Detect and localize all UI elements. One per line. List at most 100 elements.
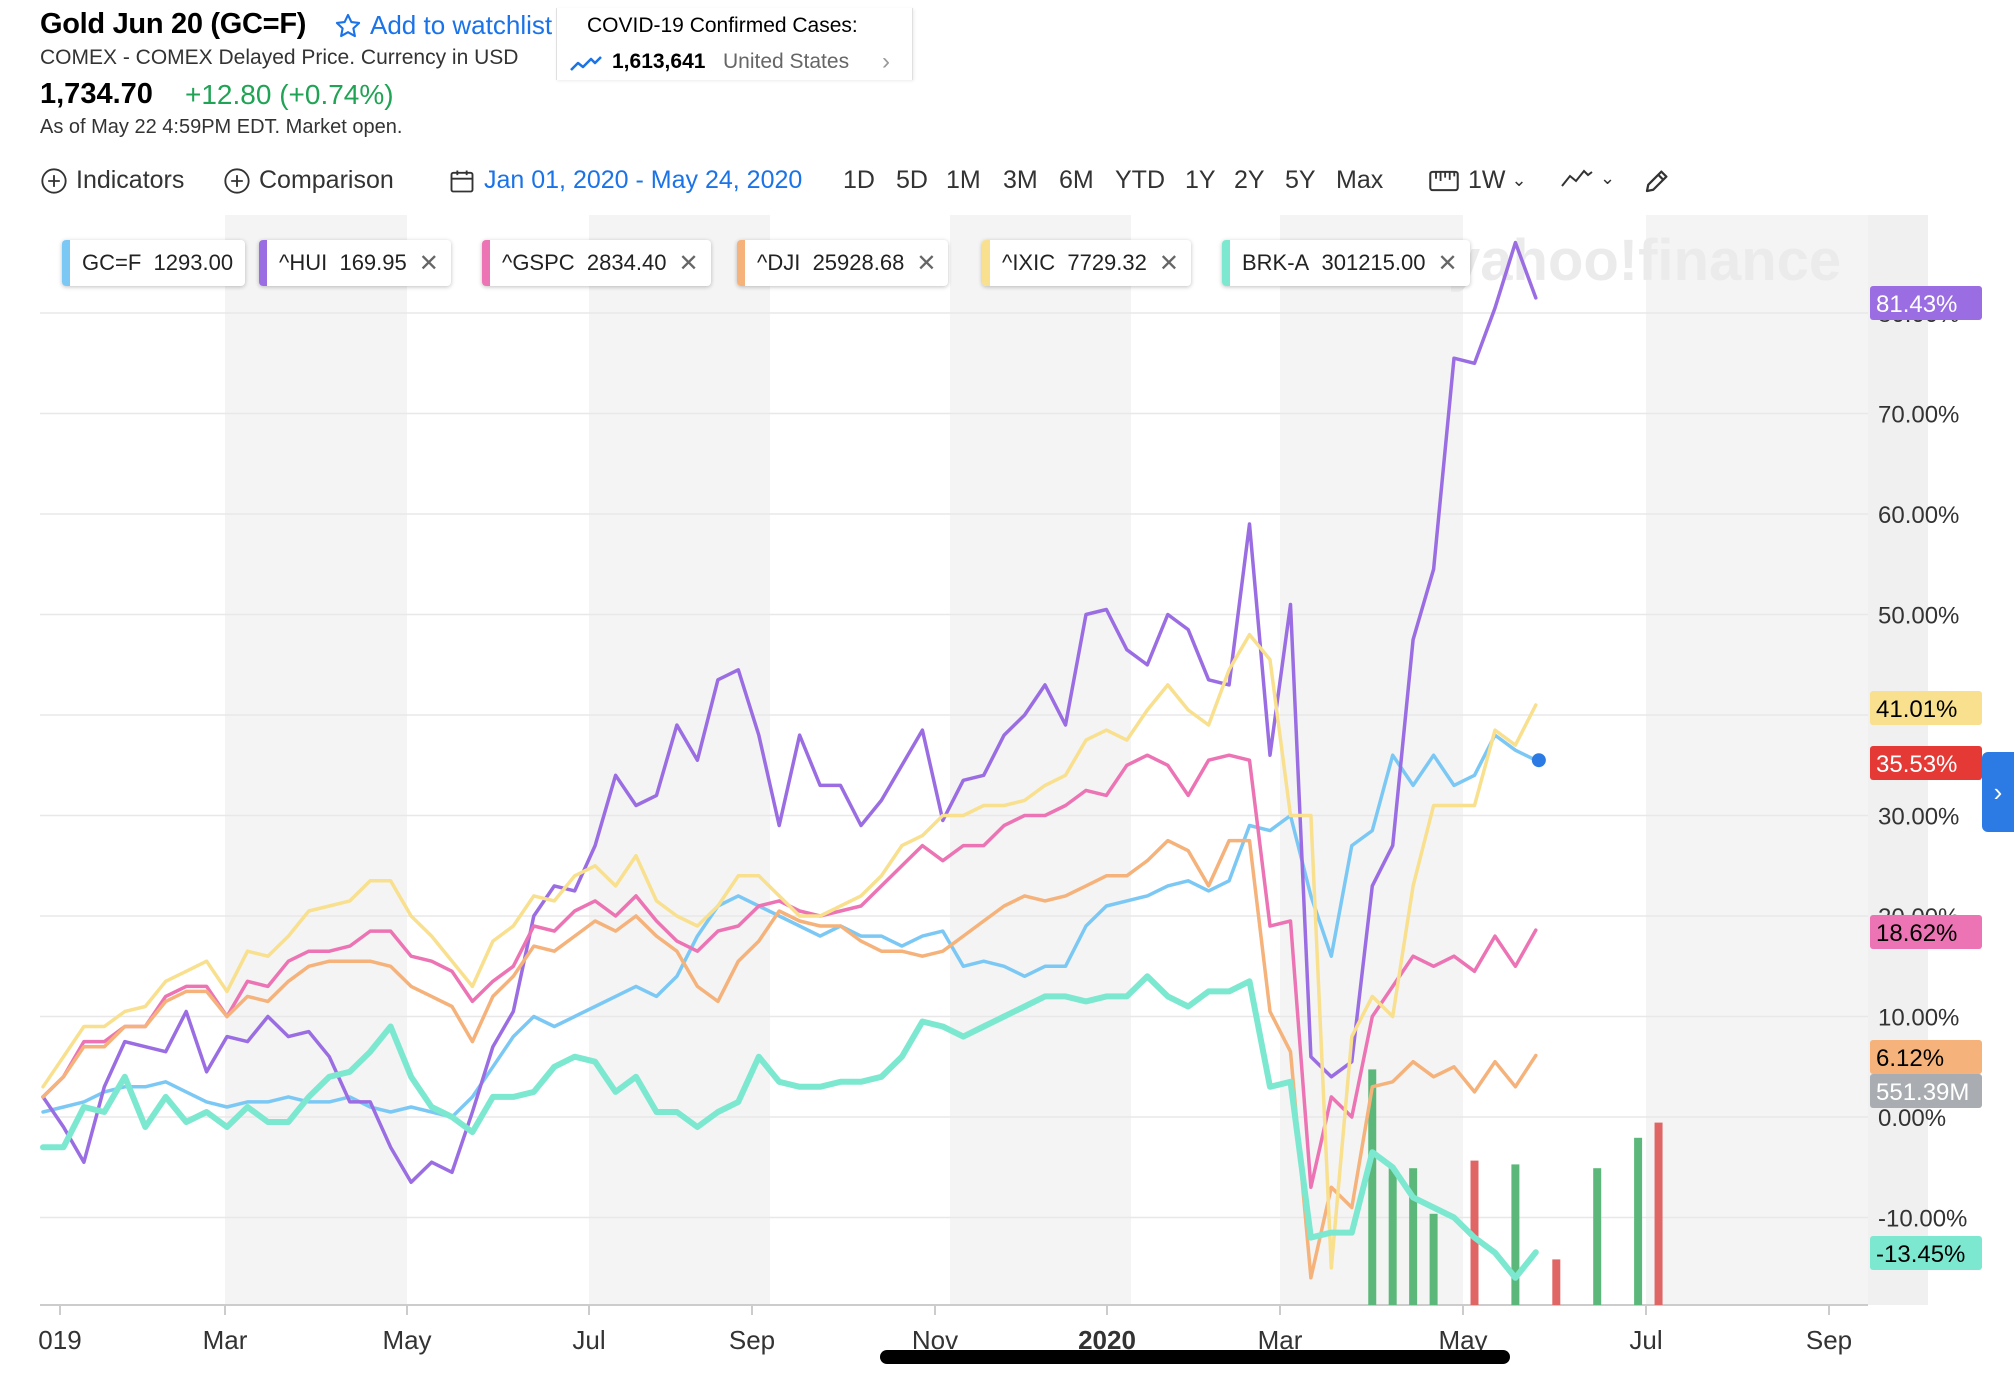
legend-color-swatch: [1222, 240, 1230, 286]
legend-chip-brka[interactable]: BRK-A 301215.00 ✕: [1222, 240, 1470, 286]
date-range-picker[interactable]: Jan 01, 2020 - May 24, 2020: [448, 166, 802, 195]
range-6m[interactable]: 6M: [1059, 166, 1094, 194]
legend-symbol: ^IXIC: [1002, 250, 1056, 275]
interval-label: 1W: [1468, 166, 1506, 194]
x-tick-label: Mar: [203, 1325, 248, 1355]
legend-color-swatch: [482, 240, 490, 286]
legend-color-swatch: [982, 240, 990, 286]
chart-type-select[interactable]: ⌄: [1560, 166, 1615, 190]
close-icon[interactable]: ✕: [916, 249, 937, 277]
indicators-button[interactable]: Indicators: [40, 166, 184, 195]
volume-label: 551.39M: [1876, 1079, 1969, 1106]
range-1d[interactable]: 1D: [843, 166, 875, 194]
range-3m[interactable]: 3M: [1003, 166, 1038, 194]
legend-chip-dji[interactable]: ^DJI 25928.68 ✕: [737, 240, 949, 286]
range-max[interactable]: Max: [1336, 166, 1384, 194]
draw-tool-button[interactable]: [1642, 166, 1672, 196]
exchange-subtitle: COMEX - COMEX Delayed Price. Currency in…: [40, 46, 519, 69]
calendar-icon: [450, 170, 474, 192]
last-value-label: 6.12%: [1876, 1045, 1944, 1072]
covid-card[interactable]: COVID-19 Confirmed Cases: 1,613,641 Unit…: [556, 8, 913, 80]
watchlist-label: Add to watchlist: [370, 10, 553, 40]
yahoo-finance-watermark: yahoo!finance: [1448, 228, 1841, 293]
chevron-down-icon: ⌄: [1511, 170, 1527, 190]
volume-bar: [1552, 1259, 1561, 1305]
last-value-label-bg: [1870, 1040, 1982, 1074]
volume-bar: [1368, 1069, 1377, 1305]
close-icon[interactable]: ✕: [1158, 249, 1179, 277]
range-1m[interactable]: 1M: [946, 166, 981, 194]
legend-color-swatch: [737, 240, 745, 286]
range-5d[interactable]: 5D: [896, 166, 928, 194]
volume-bar: [1470, 1160, 1479, 1305]
month-bands: [40, 215, 1928, 1305]
range-5y[interactable]: 5Y: [1285, 166, 1316, 194]
legend-symbol: BRK-A: [1242, 250, 1310, 275]
legend-value: 169.95: [339, 250, 407, 275]
legend-symbol: ^HUI: [279, 250, 328, 275]
close-icon[interactable]: ✕: [678, 249, 699, 277]
series-line-brka: [40, 973, 1539, 1281]
star-icon: [335, 13, 361, 37]
line-chart-icon: [1561, 169, 1593, 187]
legend-symbol: ^GSPC: [502, 250, 575, 275]
x-tick-label: 019: [38, 1325, 81, 1355]
add-to-watchlist-button[interactable]: Add to watchlist: [334, 10, 552, 41]
range-ytd[interactable]: YTD: [1115, 166, 1165, 194]
y-tick-label: 10.00%: [1878, 1005, 1959, 1032]
chevron-right-icon: ›: [1993, 776, 2003, 807]
legend-symbol: GC=F: [82, 250, 142, 275]
legend-value: 7729.32: [1067, 250, 1147, 275]
last-value-label-bg: [1870, 286, 1982, 320]
x-tick-label: Jul: [1629, 1325, 1662, 1355]
indicators-label: Indicators: [76, 166, 185, 194]
month-band: [589, 215, 770, 1305]
legend-chip-ixic[interactable]: ^IXIC 7729.32 ✕: [982, 240, 1191, 286]
close-icon[interactable]: ✕: [1437, 249, 1458, 277]
last-value-label: 81.43%: [1876, 291, 1957, 318]
current-price: 1,734.70: [40, 78, 153, 110]
x-tick-label: Sep: [1806, 1325, 1852, 1355]
date-range-label: Jan 01, 2020 - May 24, 2020: [484, 166, 803, 194]
home-indicator: [880, 1350, 1510, 1364]
interval-select[interactable]: 1W ⌄: [1428, 166, 1527, 195]
series-line-dji: [41, 838, 1538, 1280]
range-1y[interactable]: 1Y: [1185, 166, 1216, 194]
series-line-ixic: [41, 632, 1538, 1270]
volume-label-bg: [1870, 1074, 1982, 1108]
comparison-label: Comparison: [259, 166, 394, 194]
last-price-dot: [1531, 753, 1546, 768]
range-2y[interactable]: 2Y: [1234, 166, 1265, 194]
legend-chip-hui[interactable]: ^HUI 169.95 ✕: [259, 240, 451, 286]
comparison-button[interactable]: Comparison: [223, 166, 394, 195]
y-tick-label: 70.00%: [1878, 402, 1959, 429]
covid-region: United States: [723, 50, 850, 73]
last-value-label-bg: [1870, 746, 1982, 780]
volume-bar: [1511, 1164, 1520, 1305]
x-axis: 019 Mar May Jul Sep Nov 2020 Mar May Jul Sep: [38, 1305, 1852, 1355]
x-tick-label: May: [382, 1325, 431, 1355]
legend-value: 2834.40: [586, 250, 667, 275]
pencil-icon: [1645, 170, 1668, 193]
legend-chip-gcf[interactable]: GC=F 1293.00: [62, 240, 246, 286]
close-icon[interactable]: ✕: [418, 249, 439, 277]
covid-count: 1,613,641: [612, 50, 706, 73]
y-tick-label: 60.00%: [1878, 502, 1959, 529]
legend-value: 301215.00: [1321, 250, 1426, 275]
last-value-label: 18.62%: [1876, 920, 1957, 947]
series-line-gcf: [41, 733, 1538, 1119]
y-tick-label: 30.00%: [1878, 804, 1959, 831]
legend-value: 25928.68: [812, 250, 905, 275]
y-axis: 80.00%70.00%60.00%50.00%40.00%30.00%20.0…: [1878, 301, 1967, 1233]
trend-line-icon: [570, 56, 602, 71]
instrument-title: Gold Jun 20 (GC=F): [40, 8, 307, 40]
last-value-label-bg: [1870, 691, 1982, 725]
grid-lines: [40, 312, 1868, 1306]
legend-chip-gspc[interactable]: ^GSPC 2834.40 ✕: [482, 240, 711, 286]
legend-color-swatch: [62, 240, 70, 286]
expand-panel-button[interactable]: ›: [1982, 752, 2014, 832]
plus-circle-icon: [224, 167, 250, 194]
y-tick-label: 0.00%: [1878, 1105, 1946, 1132]
last-value-label: 41.01%: [1876, 696, 1957, 723]
